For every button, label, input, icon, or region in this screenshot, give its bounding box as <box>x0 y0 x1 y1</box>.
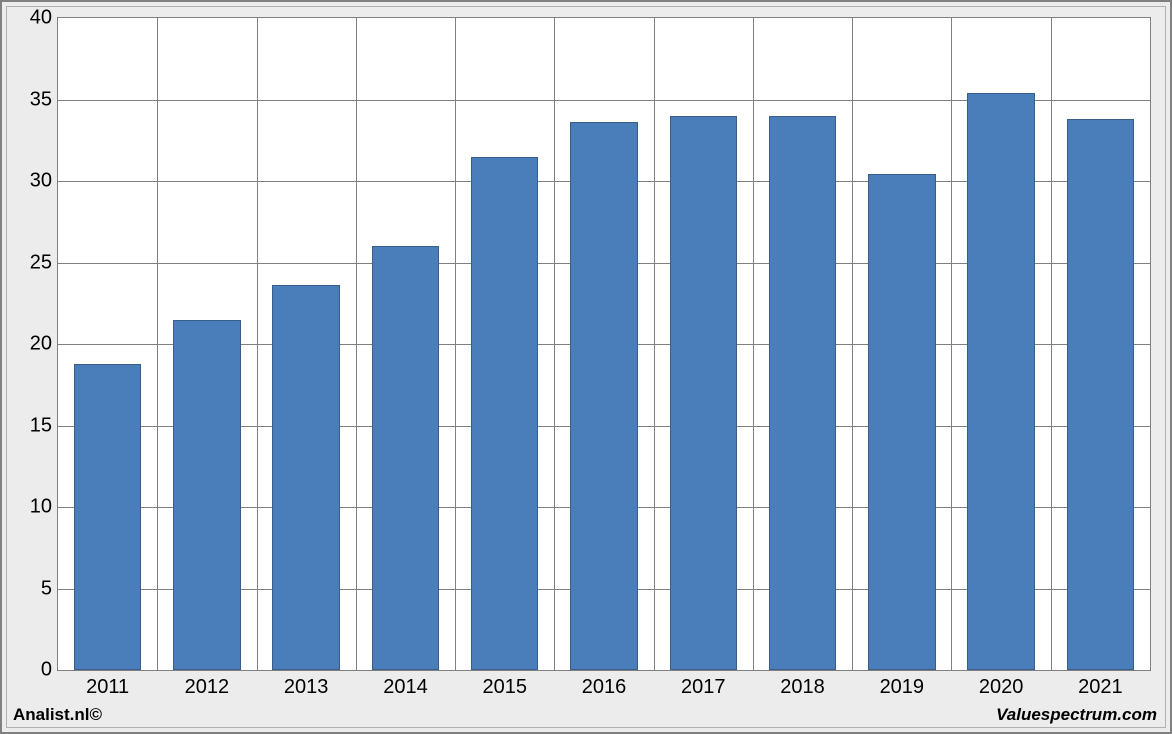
xtick-label: 2019 <box>880 676 925 699</box>
inner-frame: 0 5 10 15 20 25 30 35 40 2011 2012 2013 2014 2015 2016… <box>6 6 1166 728</box>
xtick-label: 2021 <box>1078 676 1123 699</box>
gridline-v <box>257 18 258 670</box>
ytick-label: 40 <box>12 7 52 30</box>
gridline-v <box>157 18 158 670</box>
xtick-label: 2011 <box>86 676 129 699</box>
bar <box>967 93 1035 670</box>
bar <box>272 285 340 670</box>
ytick-label: 10 <box>12 496 52 519</box>
bar <box>1067 119 1135 670</box>
bar <box>670 116 738 670</box>
bar <box>74 364 142 670</box>
gridline-v <box>753 18 754 670</box>
ytick-label: 0 <box>12 659 52 682</box>
gridline-v <box>951 18 952 670</box>
gridline-v <box>654 18 655 670</box>
bar <box>173 320 241 670</box>
ytick-label: 20 <box>12 333 52 356</box>
ytick-label: 15 <box>12 414 52 437</box>
gridline-v <box>1051 18 1052 670</box>
gridline-v <box>356 18 357 670</box>
ytick-label: 35 <box>12 88 52 111</box>
bar <box>769 116 837 670</box>
footer-right: Valuespectrum.com <box>996 705 1157 725</box>
xtick-label: 2020 <box>979 676 1024 699</box>
bar <box>471 157 539 670</box>
xtick-label: 2018 <box>780 676 825 699</box>
xtick-label: 2015 <box>482 676 527 699</box>
plot-area: 0510152025303540201120122013201420152016… <box>57 17 1151 671</box>
xtick-label: 2017 <box>681 676 726 699</box>
gridline-v <box>852 18 853 670</box>
bar <box>372 246 440 670</box>
ytick-label: 30 <box>12 170 52 193</box>
bar <box>868 174 936 670</box>
footer-left: Analist.nl© <box>13 705 102 725</box>
ytick-label: 5 <box>12 577 52 600</box>
ytick-label: 25 <box>12 251 52 274</box>
gridline-v <box>455 18 456 670</box>
xtick-label: 2016 <box>582 676 627 699</box>
xtick-label: 2012 <box>185 676 230 699</box>
xtick-label: 2013 <box>284 676 329 699</box>
bar <box>570 122 638 670</box>
outer-frame: 0 5 10 15 20 25 30 35 40 2011 2012 2013 2014 2015 2016… <box>0 0 1172 734</box>
xtick-label: 2014 <box>383 676 428 699</box>
gridline-v <box>554 18 555 670</box>
